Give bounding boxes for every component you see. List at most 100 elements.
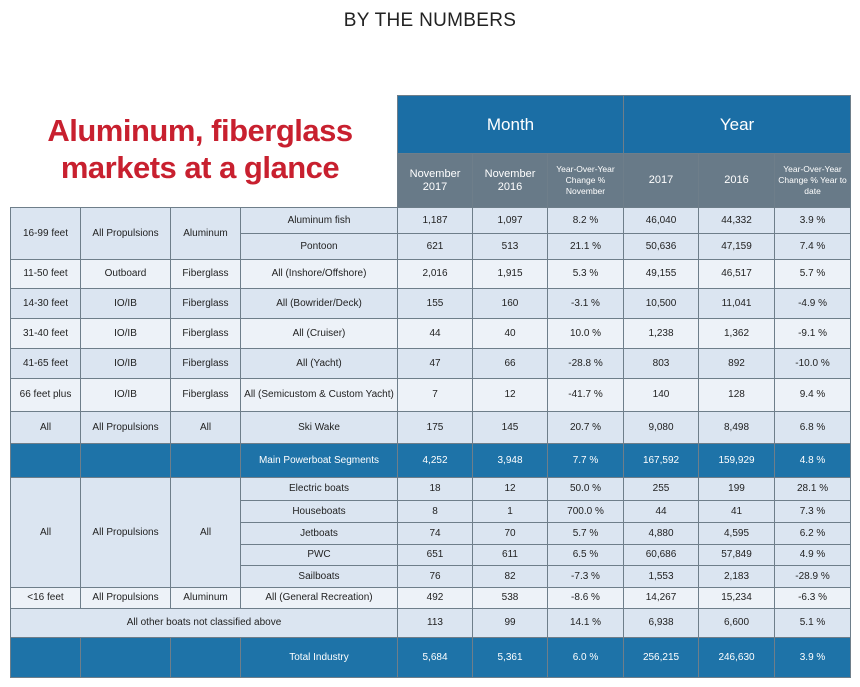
empty-cell: [10, 637, 81, 678]
data-row: Main Powerboat Segments 4,252 3,948 7.7 % 16…: [10, 443, 852, 478]
material-cell: Aluminum: [170, 207, 241, 260]
value-cell: 49,155: [623, 259, 700, 289]
value-cell: 14,267: [623, 587, 700, 609]
value-cell: 246,630: [698, 637, 776, 678]
value-cell: 6.5 %: [546, 544, 625, 566]
size-cell: <16 feet: [10, 587, 81, 609]
value-cell: 6.0 %: [546, 637, 625, 678]
propulsion-cell: IO/IB: [80, 348, 171, 379]
empty-cell: [80, 637, 171, 678]
segment-cell: Ski Wake: [240, 411, 398, 444]
propulsion-cell: All Propulsions: [80, 587, 171, 609]
value-cell: 155: [397, 288, 473, 319]
value-cell: 15,234: [698, 587, 776, 609]
column-header: 2017: [623, 153, 700, 208]
data-row: Jetboats 74 70 5.7 % 4,880 4,595 6.2 %: [11, 522, 852, 545]
value-cell: 5,684: [397, 637, 473, 678]
data-row: Total Industry 5,684 5,361 6.0 % 256,215 246,…: [10, 637, 852, 678]
value-cell: 74: [397, 522, 473, 545]
value-cell: 175: [397, 411, 473, 444]
value-cell: 10,500: [623, 288, 700, 319]
value-cell: 47: [397, 348, 473, 379]
value-cell: 513: [472, 233, 548, 260]
value-cell: 892: [698, 348, 776, 379]
value-cell: 47,159: [698, 233, 776, 260]
size-cell: 14-30 feet: [10, 288, 81, 319]
column-header: 2016: [698, 153, 776, 208]
value-cell: 159,929: [698, 443, 776, 478]
value-cell: 50,636: [623, 233, 700, 260]
propulsion-cell: All Propulsions: [80, 411, 171, 444]
value-cell: 6,938: [623, 608, 700, 638]
value-cell: 1,362: [698, 318, 776, 349]
value-cell: 256,215: [623, 637, 700, 678]
value-cell: 1,097: [472, 207, 548, 234]
segment-cell: Pontoon: [240, 233, 398, 260]
value-cell: 44,332: [698, 207, 776, 234]
segment-cell: All (Cruiser): [240, 318, 398, 349]
value-cell: 70: [472, 522, 548, 545]
value-cell: 4.9 %: [774, 544, 852, 566]
material-cell: Fiberglass: [170, 318, 241, 349]
value-cell: 621: [397, 233, 473, 260]
value-cell: 44: [397, 318, 473, 349]
value-cell: 167,592: [623, 443, 700, 478]
value-cell: 20.7 %: [546, 411, 625, 444]
value-cell: 28.1 %: [774, 477, 852, 501]
value-cell: 7: [397, 378, 473, 412]
material-cell: Fiberglass: [170, 378, 241, 412]
data-row: 16-99 feet All Propulsions Aluminum Aluminu…: [10, 207, 852, 260]
value-cell: 1: [472, 500, 548, 523]
value-cell: -28.9 %: [774, 565, 852, 588]
value-cell: 1,238: [623, 318, 700, 349]
value-cell: 14.1 %: [546, 608, 625, 638]
segment-cell: Aluminum fish: [240, 207, 398, 234]
value-cell: 46,517: [698, 259, 776, 289]
value-cell: 6.8 %: [774, 411, 852, 444]
value-cell: 128: [698, 378, 776, 412]
data-row: Houseboats 8 1 700.0 % 44 41 7.3 %: [11, 500, 852, 523]
material-cell: Aluminum: [170, 587, 241, 609]
propulsion-cell: IO/IB: [80, 378, 171, 412]
value-cell: 99: [472, 608, 548, 638]
group-header: Year: [623, 95, 852, 154]
value-cell: 76: [397, 565, 473, 588]
value-cell: 2,016: [397, 259, 473, 289]
value-cell: 538: [472, 587, 548, 609]
value-cell: 199: [698, 477, 776, 501]
value-cell: 44: [623, 500, 700, 523]
value-cell: -8.6 %: [546, 587, 625, 609]
size-cell: 66 feet plus: [10, 378, 81, 412]
value-cell: 3.9 %: [774, 207, 852, 234]
value-cell: -3.1 %: [546, 288, 625, 319]
material-cell: Fiberglass: [170, 259, 241, 289]
headline-line: markets at a glance: [60, 150, 340, 185]
value-cell: 12: [472, 477, 548, 501]
material-cell: Fiberglass: [170, 288, 241, 319]
value-cell: 5,361: [472, 637, 548, 678]
data-row: 41-65 feet IO/IB Fiberglass All (Yacht) 47 66…: [10, 348, 852, 379]
headline: Aluminum, fiberglass markets at a glance: [20, 112, 380, 186]
size-cell: 41-65 feet: [10, 348, 81, 379]
group-header: Month: [396, 95, 625, 154]
column-header: Year-Over-Year Change % November: [546, 153, 625, 208]
segment-cell: All (Semicustom & Custom Yacht): [240, 378, 398, 412]
segment-cell: PWC: [240, 544, 398, 566]
empty-cell: [170, 443, 241, 478]
data-row: <16 feet All Propulsions Aluminum All (Gene…: [10, 587, 852, 609]
segment-cell: Main Powerboat Segments: [240, 443, 398, 478]
header-row: Month Year: [11, 95, 852, 154]
row-label: All other boats not classified above: [10, 608, 398, 638]
value-cell: 4,595: [698, 522, 776, 545]
data-row: 14-30 feet IO/IB Fiberglass All (Bowrider/D…: [10, 288, 852, 319]
column-header: November 2017: [397, 153, 473, 208]
segment-cell: All (Bowrider/Deck): [240, 288, 398, 319]
page-title: BY THE NUMBERS: [343, 10, 517, 31]
value-cell: -10.0 %: [774, 348, 852, 379]
value-cell: 66: [472, 348, 548, 379]
value-cell: 40: [472, 318, 548, 349]
segment-cell: All (General Recreation): [240, 587, 398, 609]
value-cell: 255: [623, 477, 700, 501]
value-cell: 6.2 %: [774, 522, 852, 545]
empty-cell: [170, 637, 241, 678]
